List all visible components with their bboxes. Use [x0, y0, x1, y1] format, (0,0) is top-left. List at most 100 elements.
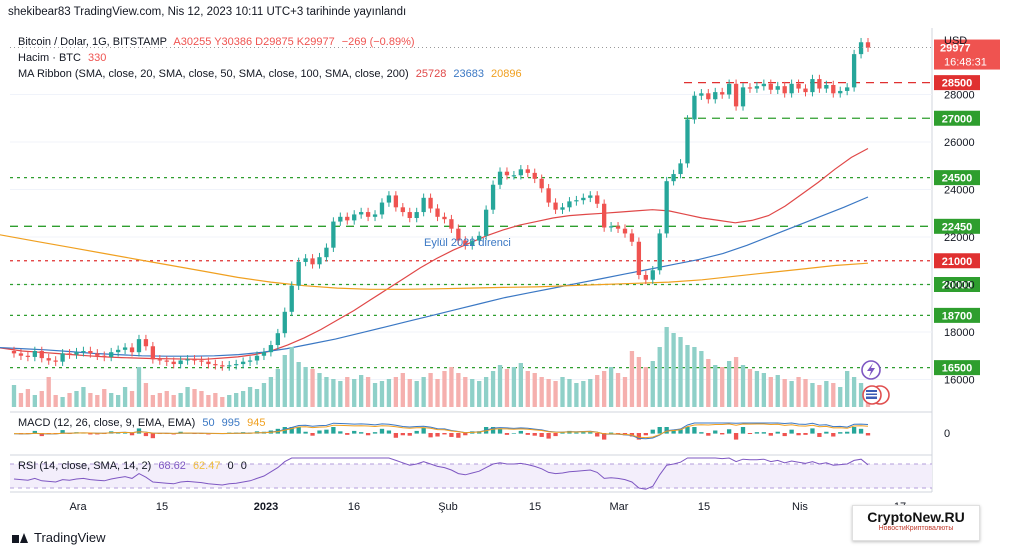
macd-histogram-bar: [129, 433, 135, 436]
volume-bar: [317, 373, 322, 407]
volume-bar: [129, 391, 135, 407]
macd-histogram-bar: [365, 433, 371, 436]
volume-bar: [775, 375, 780, 407]
flag-icon[interactable]: [862, 385, 890, 405]
volume-bar: [477, 381, 482, 407]
level-tag: [934, 360, 980, 376]
candle-body: [685, 119, 690, 164]
volume-bar: [247, 387, 253, 407]
macd-histogram-bar: [60, 430, 65, 434]
candle-body: [289, 285, 294, 312]
candle-body: [379, 202, 385, 215]
volume-bar: [851, 377, 857, 407]
volume-bar: [199, 391, 204, 407]
lightning-icon[interactable]: [861, 360, 881, 380]
macd-histogram-bar: [150, 433, 156, 439]
macd-histogram-bar: [636, 433, 642, 440]
candle-body: [268, 345, 274, 353]
level-tag: [934, 75, 980, 91]
volume-bar: [88, 393, 93, 407]
candle-body: [102, 355, 107, 357]
ma-label: MA Ribbon (SMA, close, 20, SMA, close, 5…: [18, 68, 409, 80]
volume-bar: [858, 383, 864, 407]
volume-bar: [220, 397, 225, 407]
candle-body: [726, 83, 732, 95]
macd-histogram-bar: [414, 430, 419, 434]
volume-bar: [345, 377, 350, 407]
volume-bar: [150, 395, 156, 407]
volume-bar: [310, 369, 315, 407]
volume-bar: [164, 391, 169, 407]
candle-body: [490, 184, 496, 210]
volume-bar: [657, 347, 662, 407]
candle-body: [185, 359, 190, 361]
candle-body: [324, 247, 329, 258]
candle-body: [88, 351, 93, 354]
macd-value-2: 995: [221, 417, 241, 429]
ma20-line: [0, 147, 869, 360]
macd-histogram-bar: [608, 432, 614, 434]
volume-bar: [740, 365, 746, 407]
volume-bar: [518, 363, 523, 407]
volume-bar: [789, 381, 794, 407]
candle-body: [608, 226, 614, 228]
macd-histogram-bar: [532, 433, 537, 436]
volume-bar: [296, 362, 301, 407]
ma100-value: 20896: [491, 68, 522, 80]
volume-bar: [817, 385, 822, 407]
volume-bar: [747, 369, 753, 407]
candle-body: [345, 216, 350, 221]
candle-body: [282, 311, 287, 334]
candle-body: [782, 86, 787, 94]
volume-bar: [449, 367, 454, 407]
volume-bar: [685, 345, 690, 407]
macd-histogram-bar: [393, 433, 399, 438]
candle-body: [338, 216, 343, 222]
ma100-line: [0, 234, 869, 290]
volume-bar: [838, 387, 843, 407]
macd-histogram-bar: [574, 432, 579, 434]
candle-body: [720, 92, 725, 95]
macd-histogram-bar: [95, 433, 100, 435]
candle-body: [359, 212, 364, 215]
volume-bar: [39, 391, 44, 407]
candle-body: [39, 351, 44, 359]
candle-body: [747, 87, 753, 89]
macd-histogram-bar: [352, 430, 357, 434]
candle-body: [414, 212, 419, 218]
level-label: 24500: [942, 173, 973, 185]
macd-histogram-bar: [865, 433, 871, 436]
macd-histogram-bar: [817, 433, 822, 437]
macd-histogram-bar: [456, 433, 461, 438]
macd-histogram-bar: [345, 433, 350, 435]
macd-histogram-bar: [838, 432, 843, 434]
macd-label: MACD (12, 26, close, 9, EMA, EMA): [18, 417, 196, 429]
macd-histogram-bar: [692, 427, 697, 434]
tradingview-logo[interactable]: TradingView: [12, 530, 106, 545]
macd-histogram-bar: [845, 431, 850, 434]
volume-bar: [733, 357, 739, 407]
last-price-tag: [934, 39, 1000, 70]
candle-body: [678, 163, 683, 175]
level-tag: [934, 218, 980, 234]
candle-body: [407, 212, 412, 218]
macd-histogram-bar: [726, 429, 732, 434]
volume-bar: [845, 371, 850, 407]
symbol-label: Bitcoin / Dolar, 1G, BITSTAMP: [18, 36, 167, 48]
candle-body: [11, 351, 17, 354]
macd-histogram-bar: [463, 433, 468, 436]
rsi-value-3: 0: [227, 460, 234, 472]
candle-body: [483, 209, 489, 236]
volume-bar: [289, 347, 294, 407]
volume-bar: [442, 371, 447, 407]
y-tick-label: 22000: [944, 232, 975, 244]
x-tick-label: 15: [529, 501, 541, 513]
volume-bar: [81, 387, 86, 407]
macd-histogram-bar: [553, 433, 558, 437]
macd-histogram-bar: [407, 433, 412, 436]
candle-body: [428, 197, 433, 209]
volume-bar: [803, 379, 808, 407]
macd-histogram-bar: [761, 432, 767, 434]
x-tick-label: 16: [348, 501, 360, 513]
